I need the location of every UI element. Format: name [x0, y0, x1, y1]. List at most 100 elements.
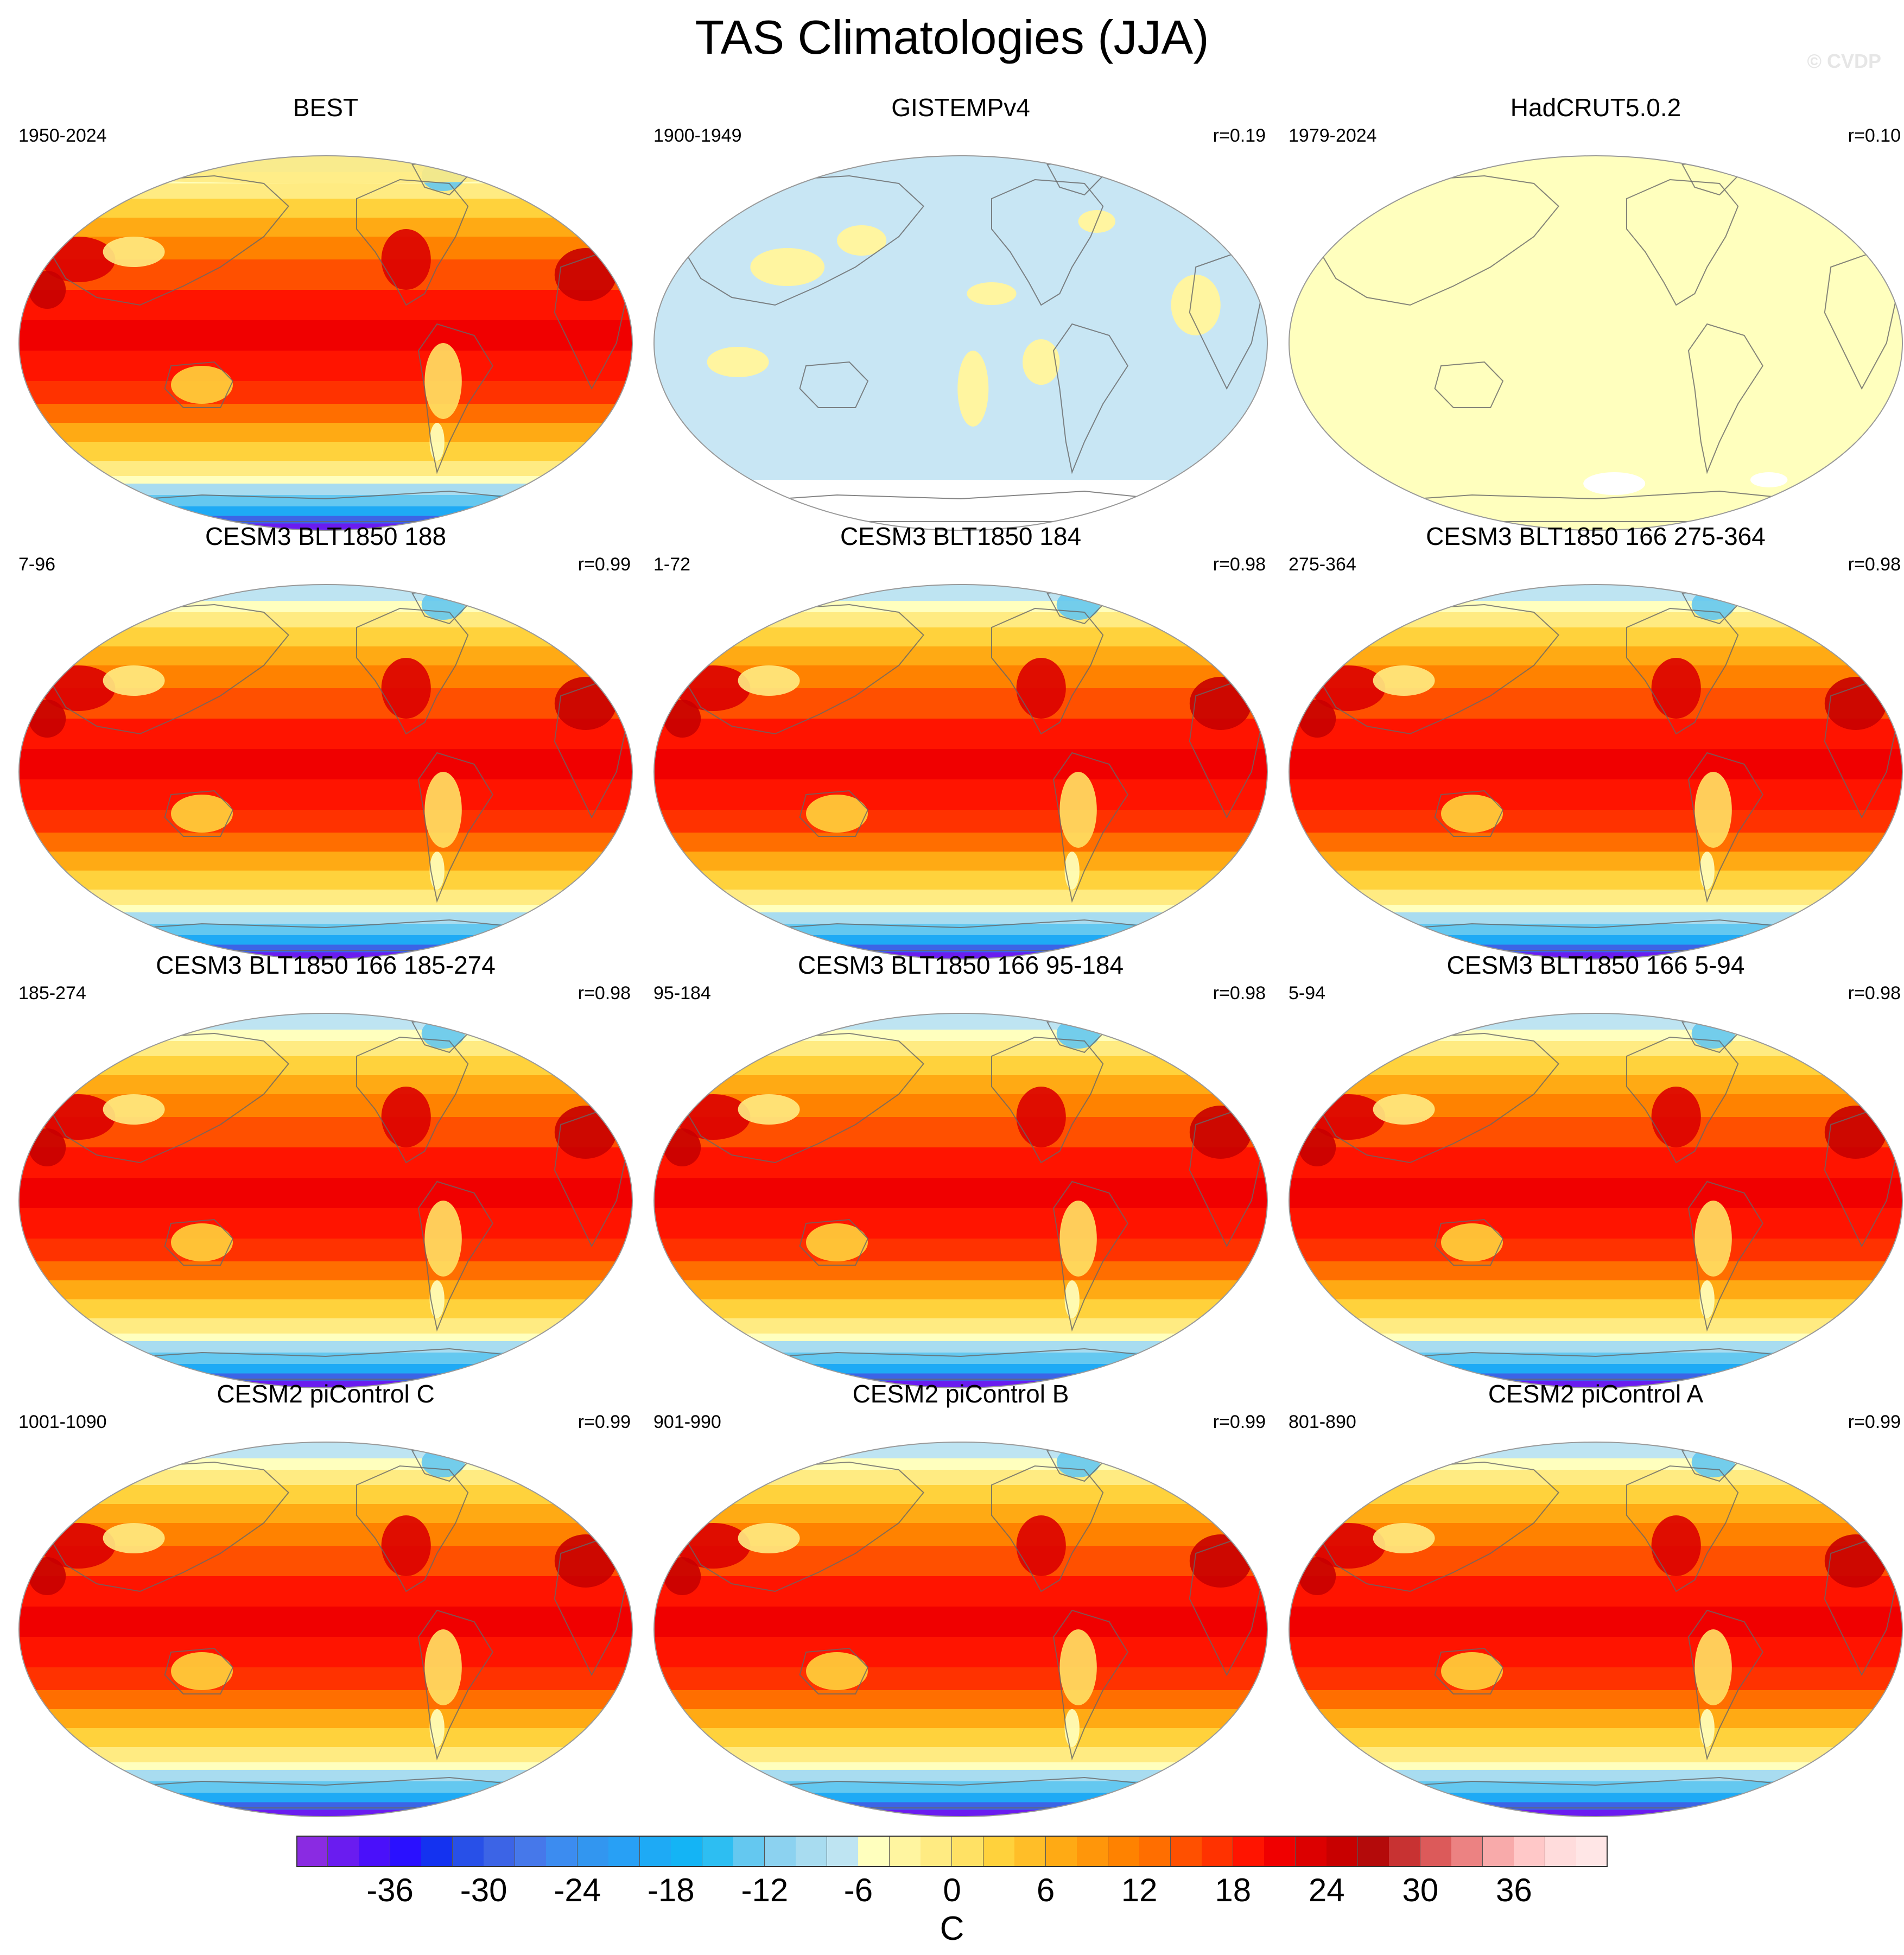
colorbar-box: [983, 1836, 1015, 1867]
colorbar-tick-label: -18: [647, 1872, 695, 1908]
temperature-band: [654, 1280, 1267, 1300]
coastline: [417, 752, 493, 903]
panel-period: 7-96: [18, 554, 56, 575]
map-border: [18, 155, 633, 531]
temperature-anomaly: [663, 1557, 701, 1595]
coastline: [799, 1218, 869, 1266]
colorbar-tick-label: -24: [554, 1872, 601, 1908]
temperature-anomaly: [1056, 1018, 1100, 1049]
panel-period: 5-94: [1289, 983, 1326, 1004]
temperature-band: [1289, 1056, 1902, 1076]
temperature-anomaly: [1373, 665, 1435, 696]
temperature-band: [1289, 1810, 1902, 1817]
temperature-band: [19, 612, 632, 628]
colorbar-unit: C: [940, 1910, 964, 1947]
panel-title: GISTEMPv4: [891, 93, 1030, 122]
panel-title: CESM2 piControl B: [852, 1380, 1069, 1408]
temperature-band: [19, 810, 632, 833]
coastline: [1434, 1218, 1504, 1266]
panel-correlation: r=0.99: [1848, 1412, 1901, 1432]
temperature-anomaly: [1694, 1629, 1732, 1705]
temperature-band: [1289, 1607, 1902, 1637]
colorbar-tick-label: -6: [843, 1872, 873, 1908]
colorbar-box: [1389, 1836, 1421, 1867]
colorbar-box: [1420, 1836, 1452, 1867]
temperature-anomaly: [663, 1128, 701, 1166]
temperature-anomaly: [1016, 1515, 1066, 1576]
panel-period: 1950-2024: [18, 125, 107, 146]
temperature-band: [1289, 1802, 1902, 1811]
temperature-band: [19, 1030, 632, 1042]
panel-correlation: r=0.98: [1848, 554, 1901, 575]
temperature-band: [19, 601, 632, 613]
temperature-band: [1289, 1667, 1902, 1691]
temperature-anomaly: [421, 1447, 465, 1477]
map-canvas: [18, 584, 633, 960]
colorbar-box: [327, 1836, 359, 1867]
coastline: [991, 179, 1104, 306]
temperature-band: [654, 1728, 1267, 1748]
temperature-anomaly: [28, 1557, 66, 1595]
colorbar: [296, 1836, 1608, 1867]
temperature-anomaly: [1699, 1709, 1715, 1747]
temperature-band: [654, 852, 1267, 871]
temperature-anomaly: [429, 852, 445, 890]
map-border: [1289, 155, 1903, 531]
temperature-band: [654, 1747, 1267, 1763]
temperature-band: [19, 627, 632, 647]
temperature-band: [19, 1504, 632, 1524]
panel-correlation: r=0.98: [1213, 983, 1266, 1004]
temperature-anomaly: [1016, 658, 1066, 719]
map-canvas: [653, 155, 1268, 531]
map-canvas: [653, 584, 1268, 960]
temperature-band: [19, 495, 632, 507]
temperature-anomaly: [1023, 339, 1060, 385]
colorbar-box: [577, 1836, 609, 1867]
temperature-band: [654, 1504, 1267, 1524]
temperature-band: [654, 719, 1267, 750]
colorbar-box: [1108, 1836, 1140, 1867]
temperature-band: [654, 924, 1267, 936]
temperature-anomaly: [554, 1106, 617, 1159]
temperature-band: [1289, 1030, 1902, 1042]
panel-title: CESM3 BLT1850 166 5-94: [1446, 951, 1745, 979]
temperature-band: [654, 1810, 1267, 1817]
temperature-band: [1289, 1781, 1902, 1793]
temperature-band: [654, 1178, 1267, 1209]
temperature-band: [19, 935, 632, 945]
temperature-band: [1289, 1280, 1902, 1300]
temperature-anomaly: [554, 248, 617, 301]
colorbar-box: [1077, 1836, 1109, 1867]
map-canvas: [1289, 1013, 1903, 1388]
temperature-band: [654, 1075, 1267, 1095]
temperature-band: [654, 1318, 1267, 1334]
temperature-anomaly: [957, 351, 989, 427]
temperature-band: [19, 1178, 632, 1209]
temperature-anomaly: [28, 271, 66, 309]
map-panel: BEST 1950-2024: [16, 92, 635, 531]
temperature-band: [1289, 1261, 1902, 1281]
coastline: [164, 1647, 234, 1694]
temperature-band: [1289, 1793, 1902, 1803]
temperature-band: [654, 935, 1267, 945]
colorbar-box: [359, 1836, 391, 1867]
temperature-band: [654, 1041, 1267, 1057]
temperature-band: [654, 905, 1267, 913]
temperature-band: [654, 1056, 1267, 1076]
map-panel: CESM3 BLT1850 166 95-184 95-184 r=0.98: [651, 950, 1270, 1388]
colorbar-tick-label: 6: [1036, 1872, 1055, 1908]
temperature-band: [19, 871, 632, 890]
temperature-band: [19, 1147, 632, 1178]
temperature-band: [19, 646, 632, 666]
temperature-band: [19, 1280, 632, 1300]
temperature-band: [1289, 1318, 1902, 1334]
temperature-band: [19, 1208, 632, 1239]
temperature-band: [19, 1728, 632, 1748]
colorbar-box: [858, 1836, 890, 1867]
colorbar-box: [921, 1836, 953, 1867]
colorbar-box: [484, 1836, 516, 1867]
temperature-band: [19, 320, 632, 351]
colorbar-box: [1357, 1836, 1389, 1867]
temperature-band: [19, 1334, 632, 1342]
temperature-anomaly: [429, 423, 445, 461]
